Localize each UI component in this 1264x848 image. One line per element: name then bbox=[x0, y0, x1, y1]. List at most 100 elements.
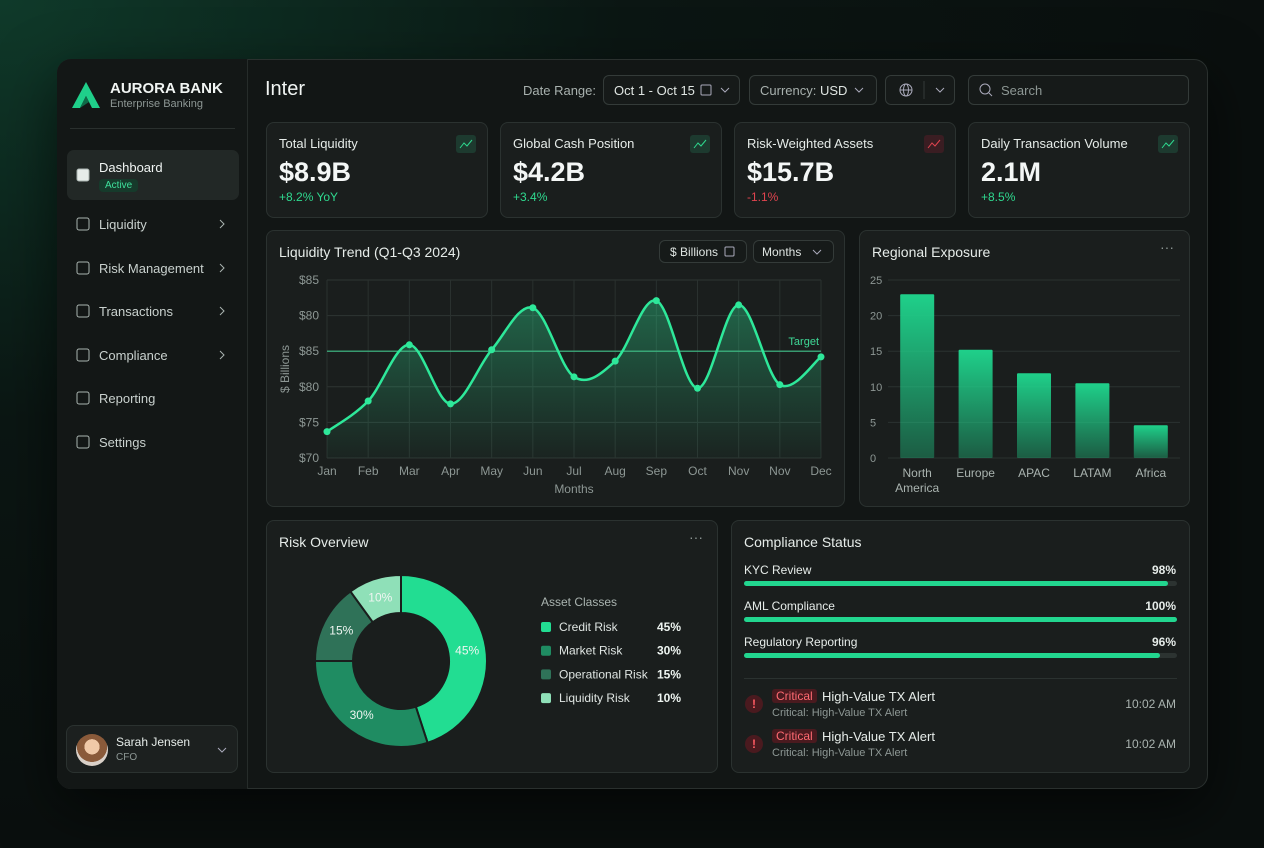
liquidity-panel: Liquidity Trend (Q1-Q3 2024) $ Billions … bbox=[266, 230, 845, 507]
icon bbox=[724, 246, 735, 256]
icon-line bbox=[1161, 139, 1175, 149]
risk-panel: Risk Overview ··· 45% 30% 15% 10% Asset Clas… bbox=[266, 520, 718, 773]
slice-label: 45% bbox=[455, 644, 479, 658]
icon-shape bbox=[76, 261, 90, 275]
alert-title[interactable]: High-Value TX Alert bbox=[822, 689, 935, 704]
nav-badge: Active bbox=[99, 179, 139, 192]
icon-shape bbox=[76, 168, 90, 182]
x-tick-label: Jan bbox=[317, 464, 336, 478]
slice bbox=[313, 660, 429, 748]
point bbox=[694, 384, 701, 392]
currency-select[interactable]: Currency: USD bbox=[749, 75, 877, 105]
point bbox=[488, 346, 496, 354]
legend-title: Asset Classes bbox=[541, 595, 617, 609]
legend-swatch bbox=[541, 669, 551, 680]
point bbox=[570, 373, 578, 381]
nav-item[interactable]: Reporting bbox=[67, 380, 239, 416]
progress-bar bbox=[744, 653, 1160, 658]
point bbox=[652, 297, 660, 305]
search-box[interactable]: Search bbox=[968, 75, 1189, 105]
slice-label: 15% bbox=[329, 624, 353, 638]
point bbox=[364, 397, 372, 405]
trend-icon bbox=[690, 135, 710, 153]
user-card[interactable]: Sarah Jensen CFO bbox=[66, 725, 238, 773]
currency-label: Currency: bbox=[760, 82, 817, 98]
kpi-card: Risk-Weighted Assets $15.7B -1.1% bbox=[734, 122, 956, 218]
icon-shape bbox=[76, 217, 90, 231]
tagline: Enterprise Banking bbox=[110, 98, 203, 110]
panel-title: Compliance Status bbox=[744, 534, 862, 550]
bar bbox=[900, 294, 935, 458]
kpi-change: +8.2% YoY bbox=[279, 190, 339, 204]
logo bbox=[72, 82, 100, 108]
x-tick-label: North America bbox=[895, 466, 940, 495]
x-tick-label: Nov bbox=[728, 464, 749, 478]
currency: USD bbox=[819, 82, 848, 98]
divider bbox=[744, 678, 1177, 679]
nav-label: Compliance bbox=[99, 347, 168, 363]
nav-icon bbox=[76, 435, 90, 449]
point bbox=[405, 341, 413, 349]
date-range-picker[interactable]: Oct 1 - Oct 15 bbox=[603, 75, 740, 105]
panel-title: Liquidity Trend (Q1-Q3 2024) bbox=[279, 244, 461, 260]
alert-time: 10:02 AM bbox=[1125, 697, 1176, 711]
legend-label: Credit Risk bbox=[559, 620, 619, 634]
legend-swatch bbox=[541, 693, 551, 704]
kpi-label: Total Liquidity bbox=[279, 136, 358, 151]
nav-label: Dashboard bbox=[99, 160, 163, 175]
page-title: Inter bbox=[265, 78, 306, 100]
alert-icon: ! bbox=[745, 695, 763, 713]
y-tick-label: $85 bbox=[299, 344, 319, 358]
nav-icon bbox=[76, 348, 90, 362]
alert-time: 10:02 AM bbox=[1125, 737, 1176, 751]
nav-item[interactable]: Compliance bbox=[67, 337, 239, 373]
alert-detail: Critical: High-Value TX Alert bbox=[772, 747, 908, 759]
point bbox=[323, 428, 331, 436]
y-axis-label: $ Billions bbox=[278, 345, 292, 393]
nav-icon bbox=[76, 261, 90, 275]
alert-badge: Critical bbox=[772, 689, 817, 703]
nav-item[interactable]: Liquidity bbox=[67, 206, 239, 242]
unit-toggle[interactable]: $ Billions bbox=[659, 240, 747, 263]
icon-line bbox=[693, 139, 707, 149]
y-tick-label: $85 bbox=[299, 273, 319, 287]
more-menu[interactable]: ··· bbox=[1160, 239, 1174, 255]
bar bbox=[958, 349, 993, 458]
x-tick-label: Apr bbox=[441, 464, 460, 478]
nav-item[interactable]: Settings bbox=[67, 424, 239, 460]
x-tick-label: APAC bbox=[1018, 466, 1050, 480]
x-tick-label: Jul bbox=[566, 464, 581, 478]
period-control: Months bbox=[762, 244, 802, 259]
kpi-change: -1.1% bbox=[747, 190, 779, 204]
item-name: Regulatory Reporting bbox=[744, 635, 858, 649]
nav-item[interactable]: Risk Management bbox=[67, 250, 239, 286]
nav-label: Transactions bbox=[99, 303, 173, 319]
item-name: KYC Review bbox=[744, 563, 812, 577]
point bbox=[447, 400, 454, 408]
progress-track bbox=[744, 581, 1177, 586]
y-tick-label: $75 bbox=[299, 415, 319, 429]
chevron bbox=[219, 350, 225, 360]
legend-label: Market Risk bbox=[559, 644, 623, 658]
legend-value: 15% bbox=[657, 667, 681, 681]
y-tick-label: 5 bbox=[870, 417, 876, 429]
more-menu[interactable]: ··· bbox=[689, 529, 703, 545]
point bbox=[776, 381, 784, 389]
period-select[interactable]: Months bbox=[753, 240, 834, 263]
legend-label: Liquidity Risk bbox=[559, 691, 631, 705]
alert-icon: ! bbox=[745, 735, 763, 753]
y-tick-label: 15 bbox=[870, 346, 882, 358]
chevron-path bbox=[219, 219, 225, 229]
y-tick-label: 25 bbox=[870, 275, 882, 287]
language-select[interactable] bbox=[885, 75, 955, 105]
kpi-change: +3.4% bbox=[513, 190, 548, 204]
progress-bar bbox=[744, 617, 1177, 622]
icon-shape bbox=[76, 304, 90, 318]
alert-title[interactable]: High-Value TX Alert bbox=[822, 729, 935, 744]
icons bbox=[700, 84, 730, 96]
nav-item[interactable]: Dashboard Active bbox=[67, 150, 239, 200]
nav-item[interactable]: Transactions bbox=[67, 293, 239, 329]
x-tick-label: Aug bbox=[604, 464, 625, 478]
